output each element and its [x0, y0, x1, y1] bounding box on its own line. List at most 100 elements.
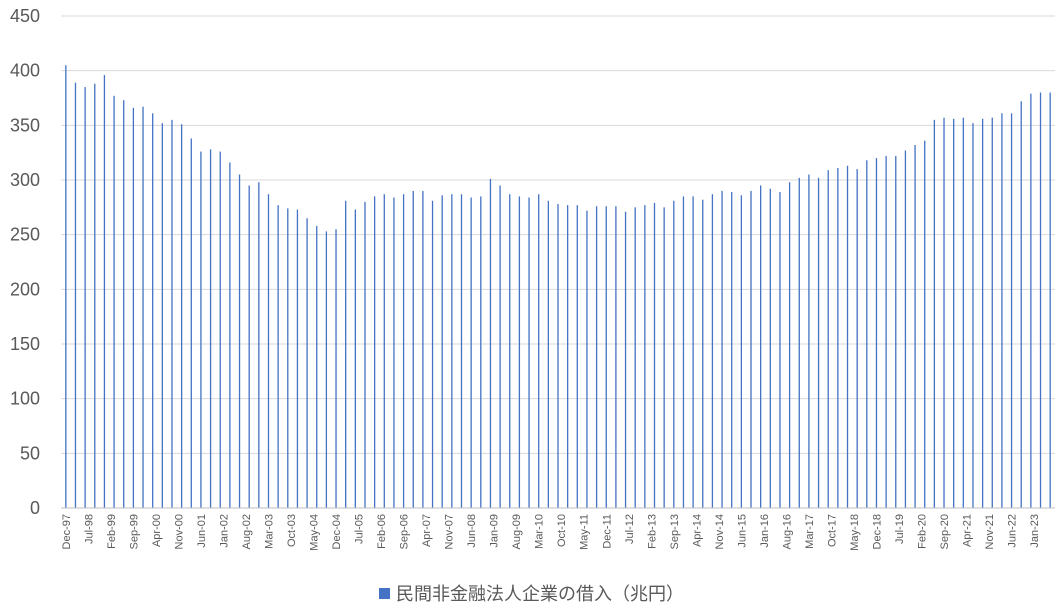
bar	[866, 160, 868, 508]
bar	[779, 192, 781, 508]
bar	[1030, 93, 1032, 509]
x-tick-label: Jan-02	[218, 514, 230, 548]
bar	[345, 200, 347, 509]
y-tick-label: 400	[10, 61, 40, 81]
bar	[238, 174, 241, 509]
bar	[113, 95, 115, 509]
bar	[422, 190, 424, 508]
y-tick-label: 0	[30, 498, 40, 518]
x-tick-label: Feb-06	[376, 514, 388, 549]
bar	[373, 196, 376, 508]
bar	[287, 208, 289, 508]
y-tick-label: 450	[10, 6, 40, 26]
bar	[605, 206, 607, 509]
bar	[84, 87, 86, 509]
bar	[567, 205, 569, 508]
bar	[981, 118, 984, 509]
x-tick-label: Oct-03	[286, 514, 298, 547]
x-tick-label: Apr-00	[151, 514, 163, 547]
bar	[451, 194, 453, 509]
x-tick-label: Apr-21	[962, 514, 974, 547]
x-tick-label: Dec-97	[61, 514, 73, 549]
bar	[470, 197, 472, 508]
bar	[219, 151, 221, 508]
bar	[943, 117, 945, 509]
x-tick-label: Sep-20	[939, 514, 951, 549]
bar	[798, 177, 800, 508]
bar	[171, 119, 173, 508]
bar	[209, 149, 212, 509]
x-tick-label: Jul-98	[83, 514, 95, 544]
bar	[953, 118, 955, 509]
bar	[644, 205, 646, 508]
bar	[1010, 113, 1013, 508]
bar	[161, 123, 163, 508]
bar	[142, 106, 144, 508]
bar	[653, 202, 656, 508]
bar	[123, 100, 125, 508]
bar	[499, 185, 501, 508]
x-tick-label: Feb-99	[106, 514, 118, 549]
x-tick-label: Oct-10	[556, 514, 568, 547]
x-tick-label: Jan-23	[1029, 514, 1041, 548]
bar	[933, 119, 936, 508]
bar	[682, 196, 685, 508]
x-tick-label: May-04	[309, 514, 321, 551]
bar	[441, 195, 443, 508]
bar	[296, 209, 299, 508]
x-tick-label: Jun-22	[1007, 514, 1019, 548]
x-tick-label: Jul-12	[624, 514, 636, 544]
bar	[972, 123, 974, 508]
bar	[277, 205, 279, 508]
bar	[152, 113, 154, 508]
bar	[557, 204, 559, 508]
bar	[354, 209, 356, 508]
bar	[702, 199, 704, 508]
x-tick-label: Jun-01	[196, 514, 208, 548]
x-tick-label: Aug-02	[241, 514, 253, 549]
bar	[74, 82, 77, 509]
x-tick-label: Nov-21	[984, 514, 996, 549]
bar	[595, 206, 598, 509]
x-tick-label: May-18	[849, 514, 861, 551]
bar	[267, 194, 270, 509]
bar	[750, 190, 752, 508]
bar	[827, 170, 829, 508]
bar	[634, 207, 636, 509]
bar	[721, 190, 723, 508]
bar	[364, 201, 366, 508]
chart-plot: 0 50 100 150 200 250 300 350 400 450 Dec-97 Jul-98…	[10, 6, 1055, 551]
bar	[740, 195, 743, 508]
x-tick-label: Nov-07	[444, 514, 456, 549]
x-tick-label: Feb-20	[917, 514, 929, 549]
x-tick-label: Nov-00	[173, 514, 185, 549]
bar	[808, 174, 810, 509]
bar	[586, 210, 588, 508]
bar	[846, 165, 849, 508]
bar	[760, 185, 762, 508]
x-tick-label: Jan-16	[759, 514, 771, 548]
bar	[837, 167, 839, 508]
bar	[962, 117, 964, 509]
bar	[817, 177, 820, 508]
bar	[615, 206, 617, 509]
bar	[1020, 101, 1022, 508]
y-tick-label: 100	[10, 389, 40, 409]
bar	[316, 225, 318, 509]
bar	[306, 218, 308, 508]
x-tick-label: Mar-17	[804, 514, 816, 549]
x-tick-label: May-11	[579, 514, 591, 550]
x-tick-label: Jun-15	[736, 514, 748, 548]
x-tick-label: Dec-04	[331, 514, 343, 549]
bar	[65, 65, 67, 508]
bar	[393, 197, 395, 508]
bar	[547, 200, 549, 509]
x-tick-label: Jun-08	[466, 514, 478, 548]
bar	[991, 117, 993, 509]
bar	[431, 200, 434, 509]
x-tick-label: Feb-13	[646, 514, 658, 549]
bar	[200, 151, 202, 508]
bar	[383, 194, 385, 509]
bar	[538, 194, 540, 509]
x-tick-label: Sep-99	[128, 514, 140, 549]
